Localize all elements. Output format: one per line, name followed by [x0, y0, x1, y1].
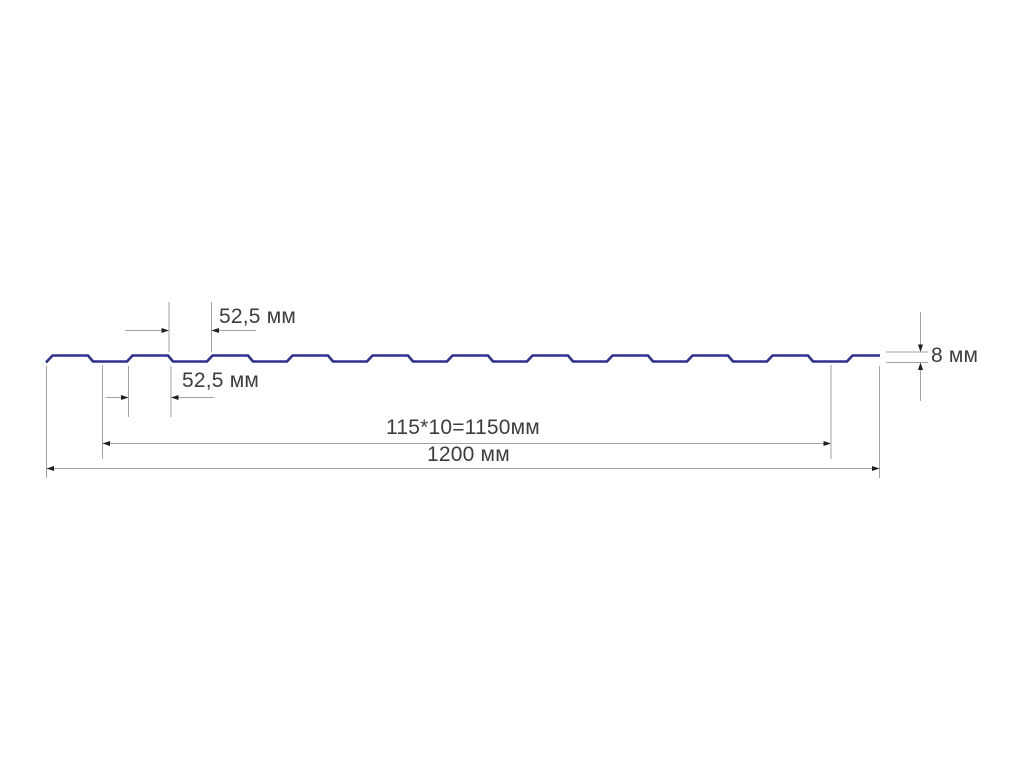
- arrow-icon: [102, 441, 110, 446]
- dimension-arrowheads: [46, 328, 923, 471]
- dimension-lines: [47, 312, 921, 469]
- dim-label-crest-top: 52,5 мм: [219, 305, 296, 328]
- arrow-icon: [211, 328, 219, 333]
- arrow-icon: [171, 395, 179, 400]
- arrow-icon: [872, 466, 880, 471]
- dim-label-crest-bottom: 52,5 мм: [182, 369, 259, 392]
- arrow-icon: [161, 328, 169, 333]
- dim-label-overall-width: 1200 мм: [427, 443, 510, 466]
- dim-label-working-width: 115*10=1150мм: [386, 416, 540, 439]
- dim-label-height: 8 мм: [931, 344, 979, 367]
- extension-lines: [46, 302, 928, 478]
- arrow-icon: [918, 362, 923, 370]
- arrow-icon: [823, 441, 831, 446]
- corrugated-sheet-profile: [45, 354, 880, 364]
- arrow-icon: [46, 466, 54, 471]
- arrow-icon: [121, 395, 129, 400]
- arrow-icon: [918, 344, 923, 352]
